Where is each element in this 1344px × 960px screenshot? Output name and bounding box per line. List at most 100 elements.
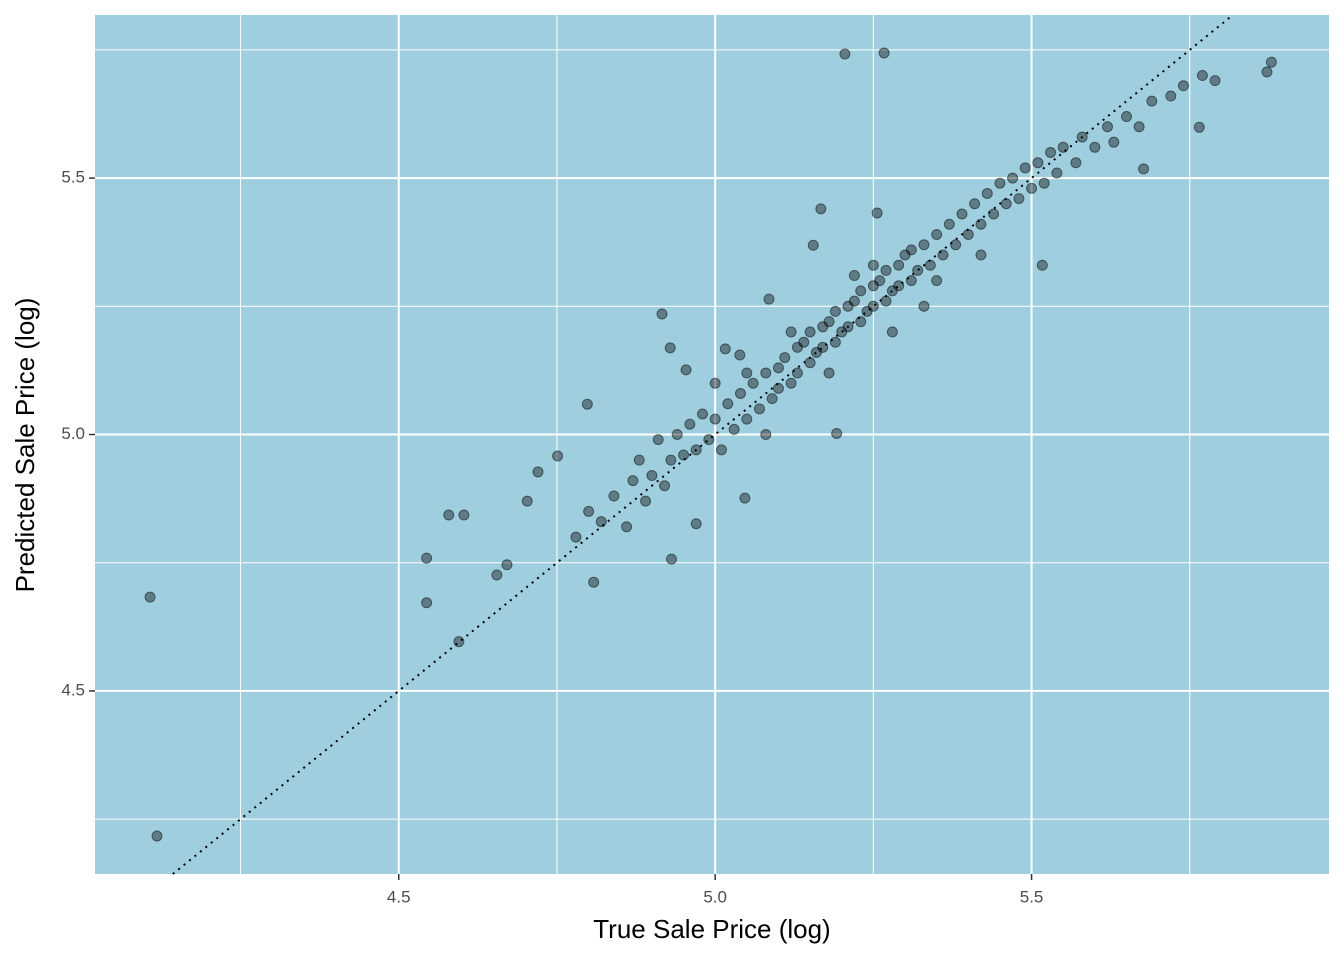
point xyxy=(646,470,658,482)
point xyxy=(931,275,943,287)
point xyxy=(659,480,671,492)
point xyxy=(893,280,905,292)
point xyxy=(785,377,797,389)
point xyxy=(931,228,943,240)
point xyxy=(848,270,860,282)
point xyxy=(1146,95,1158,107)
point xyxy=(608,490,620,502)
point xyxy=(665,454,677,466)
point xyxy=(421,552,433,564)
point xyxy=(839,48,851,60)
point xyxy=(905,244,917,256)
x-tick-label: 5.5 xyxy=(1020,887,1044,906)
point xyxy=(1265,56,1277,68)
point xyxy=(807,239,819,251)
point xyxy=(1007,172,1019,184)
point xyxy=(621,521,633,533)
point xyxy=(880,264,892,276)
point xyxy=(678,449,690,461)
point xyxy=(878,47,890,59)
point xyxy=(918,239,930,251)
point xyxy=(871,207,883,219)
point xyxy=(1038,177,1050,189)
point xyxy=(680,364,692,376)
point xyxy=(804,326,816,338)
point xyxy=(956,208,968,220)
point xyxy=(443,509,455,521)
point xyxy=(1209,75,1221,87)
point xyxy=(1032,157,1044,169)
x-axis-title: True Sale Price (log) xyxy=(593,914,830,944)
point xyxy=(734,349,746,361)
point xyxy=(753,403,765,415)
point xyxy=(829,336,841,348)
point xyxy=(924,259,936,271)
point xyxy=(741,367,753,379)
point xyxy=(581,398,593,410)
point xyxy=(1196,70,1208,82)
point xyxy=(595,516,607,528)
point xyxy=(867,259,879,271)
point xyxy=(1133,121,1145,133)
point xyxy=(664,342,676,354)
point xyxy=(772,362,784,374)
point xyxy=(831,427,843,439)
point xyxy=(739,492,751,504)
point xyxy=(1000,198,1012,210)
point xyxy=(772,382,784,394)
point xyxy=(633,454,645,466)
point xyxy=(1138,163,1150,175)
y-axis-title: Predicted Sale Price (log) xyxy=(10,298,40,593)
point xyxy=(1261,66,1273,78)
point xyxy=(1102,121,1114,133)
point xyxy=(491,569,503,581)
point xyxy=(855,285,867,297)
point xyxy=(975,249,987,261)
point xyxy=(627,475,639,487)
plot-background xyxy=(95,15,1329,874)
point xyxy=(144,591,156,603)
x-tick-label: 4.5 xyxy=(387,887,411,906)
point xyxy=(912,264,924,276)
point xyxy=(1108,136,1120,148)
point xyxy=(684,418,696,430)
point xyxy=(1051,167,1063,179)
point xyxy=(671,428,683,440)
y-tick-label: 5.5 xyxy=(61,168,85,187)
point xyxy=(652,434,664,446)
point xyxy=(766,393,778,405)
point xyxy=(848,295,860,307)
x-tick-label: 5.0 xyxy=(703,887,727,906)
point xyxy=(981,187,993,199)
point xyxy=(583,505,595,517)
point xyxy=(1036,259,1048,271)
point xyxy=(588,576,600,588)
point xyxy=(458,509,470,521)
point xyxy=(709,377,721,389)
point xyxy=(719,343,731,355)
point xyxy=(791,367,803,379)
point xyxy=(779,352,791,364)
point xyxy=(994,177,1006,189)
point xyxy=(656,308,668,320)
point xyxy=(943,218,955,230)
point xyxy=(151,830,163,842)
point xyxy=(501,559,513,571)
point xyxy=(709,413,721,425)
point xyxy=(552,450,564,462)
point xyxy=(1026,182,1038,194)
point xyxy=(421,597,433,609)
point xyxy=(815,203,827,215)
y-tick-label: 4.5 xyxy=(61,680,85,699)
point xyxy=(823,316,835,328)
point xyxy=(880,295,892,307)
point xyxy=(697,408,709,420)
point xyxy=(734,387,746,399)
point xyxy=(1019,162,1031,174)
point xyxy=(874,275,886,287)
point xyxy=(570,531,582,543)
point xyxy=(760,428,772,440)
y-tick-label: 5.0 xyxy=(61,424,85,443)
point xyxy=(453,636,465,648)
